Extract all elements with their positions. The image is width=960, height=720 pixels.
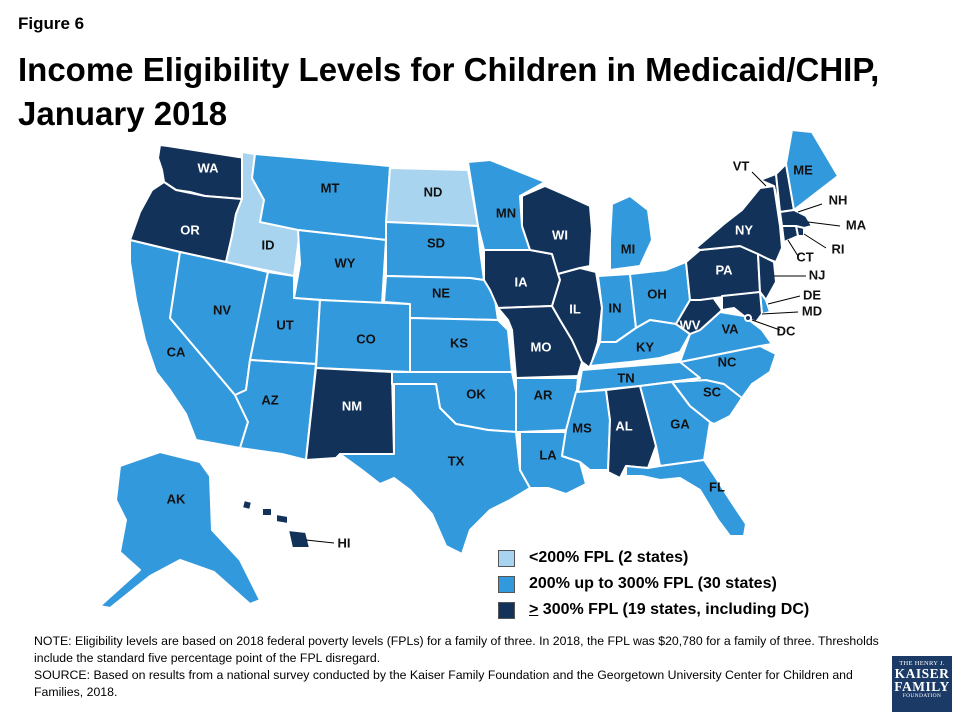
legend-swatch-low	[498, 549, 515, 567]
state-label-CO: CO	[356, 331, 376, 346]
state-label-NJ: NJ	[809, 267, 826, 282]
kff-logo: THE HENRY J. KAISER FAMILY FOUNDATION	[892, 656, 952, 712]
state-NY	[695, 185, 783, 263]
state-label-OK: OK	[466, 386, 486, 401]
legend-row-high: > 300% FPL (19 states, including DC)	[498, 597, 809, 623]
state-MI	[609, 195, 653, 271]
state-WI	[521, 185, 593, 275]
state-label-MO: MO	[531, 339, 552, 354]
state-label-NV: NV	[213, 302, 231, 317]
state-label-IL: IL	[569, 301, 581, 316]
legend-label-high-text: 300% FPL (19 states, including DC)	[538, 601, 810, 618]
state-IL	[551, 267, 603, 369]
state-label-MD: MD	[802, 303, 822, 318]
state-label-AR: AR	[534, 387, 553, 402]
state-DC	[744, 314, 752, 322]
state-label-ID: ID	[262, 237, 275, 252]
state-label-TX: TX	[448, 453, 465, 468]
state-label-DE: DE	[803, 287, 821, 302]
legend-row-low: <200% FPL (2 states)	[498, 545, 809, 571]
state-label-ND: ND	[424, 184, 443, 199]
state-label-AL: AL	[615, 418, 632, 433]
state-NM	[305, 367, 395, 461]
state-label-WA: WA	[198, 160, 220, 175]
state-label-MS: MS	[572, 420, 592, 435]
state-label-NH: NH	[829, 192, 848, 207]
legend-label-mid: 200% up to 300% FPL (30 states)	[529, 575, 777, 592]
ge-symbol: >	[529, 601, 539, 618]
state-label-HI: HI	[338, 535, 351, 550]
state-label-IN: IN	[609, 300, 622, 315]
state-label-GA: GA	[670, 416, 690, 431]
state-label-LA: LA	[539, 447, 557, 462]
state-label-WY: WY	[335, 255, 356, 270]
state-label-UT: UT	[276, 317, 293, 332]
state-label-TN: TN	[617, 370, 634, 385]
state-label-CT: CT	[796, 249, 813, 264]
legend-label-low: <200% FPL (2 states)	[529, 549, 689, 566]
state-label-WI: WI	[552, 227, 568, 242]
state-label-IA: IA	[515, 274, 529, 289]
state-label-WV: WV	[680, 317, 701, 332]
state-label-OR: OR	[180, 222, 200, 237]
state-SD	[385, 221, 485, 281]
state-label-NE: NE	[432, 285, 450, 300]
logo-line-2: KAISER	[894, 666, 950, 681]
state-label-OH: OH	[647, 286, 667, 301]
legend-label-high: > 300% FPL (19 states, including DC)	[529, 601, 809, 619]
logo-line-3: FAMILY	[894, 679, 950, 694]
state-label-ME: ME	[793, 162, 813, 177]
label-leader-lines	[305, 171, 841, 544]
title-line-1: Income Eligibility Levels for Children i…	[18, 51, 880, 88]
chart-title: Income Eligibility Levels for Children i…	[18, 48, 918, 136]
state-CT	[781, 225, 799, 243]
state-label-VA: VA	[721, 321, 739, 336]
state-TX	[339, 383, 531, 555]
source-text: SOURCE: Based on results from a national…	[34, 668, 853, 699]
state-label-NM: NM	[342, 398, 362, 413]
state-label-KS: KS	[450, 335, 468, 350]
state-label-MN: MN	[496, 205, 516, 220]
state-label-MI: MI	[621, 241, 635, 256]
legend-swatch-mid	[498, 575, 515, 593]
footnotes: NOTE: Eligibility levels are based on 20…	[34, 633, 894, 701]
note-text: NOTE: Eligibility levels are based on 20…	[34, 634, 879, 665]
state-HI	[241, 499, 311, 549]
logo-line-1: THE HENRY J.	[899, 660, 945, 667]
state-label-SD: SD	[427, 235, 445, 250]
state-label-MT: MT	[321, 180, 340, 195]
state-label-VT: VT	[733, 158, 750, 173]
state-FL	[625, 459, 747, 537]
state-label-MA: MA	[846, 217, 867, 232]
state-NJ	[757, 253, 777, 301]
state-label-CA: CA	[167, 344, 186, 359]
state-label-NY: NY	[735, 222, 753, 237]
state-label-DC: DC	[777, 323, 796, 338]
state-label-PA: PA	[715, 262, 733, 277]
state-label-AZ: AZ	[261, 392, 278, 407]
state-label-NC: NC	[718, 354, 737, 369]
state-AZ	[234, 359, 317, 461]
state-label-RI: RI	[832, 241, 845, 256]
state-label-FL: FL	[709, 479, 725, 494]
title-line-2: January 2018	[18, 95, 228, 132]
state-KS	[409, 317, 513, 373]
logo-line-4: FOUNDATION	[902, 693, 942, 699]
state-label-SC: SC	[703, 384, 722, 399]
legend-swatch-high	[498, 601, 515, 619]
figure-label: Figure 6	[18, 14, 85, 33]
legend: <200% FPL (2 states) 200% up to 300% FPL…	[498, 545, 809, 623]
state-label-KY: KY	[636, 339, 654, 354]
legend-row-mid: 200% up to 300% FPL (30 states)	[498, 571, 809, 597]
state-label-AK: AK	[167, 491, 186, 506]
state-AK	[99, 451, 261, 609]
us-map: WA OR CA ID NV MT WY UT AZ CO NM ND SD NE KS OK TX MN IA MO…	[99, 129, 867, 609]
